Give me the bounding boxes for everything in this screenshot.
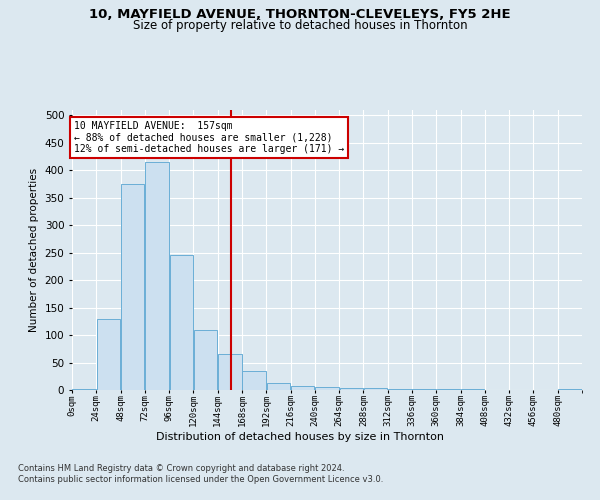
Bar [315,388,339,390]
Text: 10, MAYFIELD AVENUE, THORNTON-CLEVELEYS, FY5 2HE: 10, MAYFIELD AVENUE, THORNTON-CLEVELEYS,… [89,8,511,20]
Text: Size of property relative to detached houses in Thornton: Size of property relative to detached ho… [133,19,467,32]
Bar [194,330,217,390]
Bar [412,389,436,390]
Text: 10 MAYFIELD AVENUE:  157sqm
← 88% of detached houses are smaller (1,228)
12% of : 10 MAYFIELD AVENUE: 157sqm ← 88% of deta… [74,121,344,154]
Bar [121,184,145,390]
Text: Contains public sector information licensed under the Open Government Licence v3: Contains public sector information licen… [18,475,383,484]
Bar [145,162,169,390]
Bar [291,386,314,390]
Bar [97,318,120,390]
Text: Contains HM Land Registry data © Crown copyright and database right 2024.: Contains HM Land Registry data © Crown c… [18,464,344,473]
Text: Distribution of detached houses by size in Thornton: Distribution of detached houses by size … [156,432,444,442]
Bar [364,388,388,390]
Bar [170,256,193,390]
Bar [266,383,290,390]
Bar [218,354,242,390]
Y-axis label: Number of detached properties: Number of detached properties [29,168,39,332]
Bar [340,388,363,390]
Bar [558,389,581,390]
Bar [388,389,412,390]
Bar [73,389,96,390]
Bar [242,371,266,390]
